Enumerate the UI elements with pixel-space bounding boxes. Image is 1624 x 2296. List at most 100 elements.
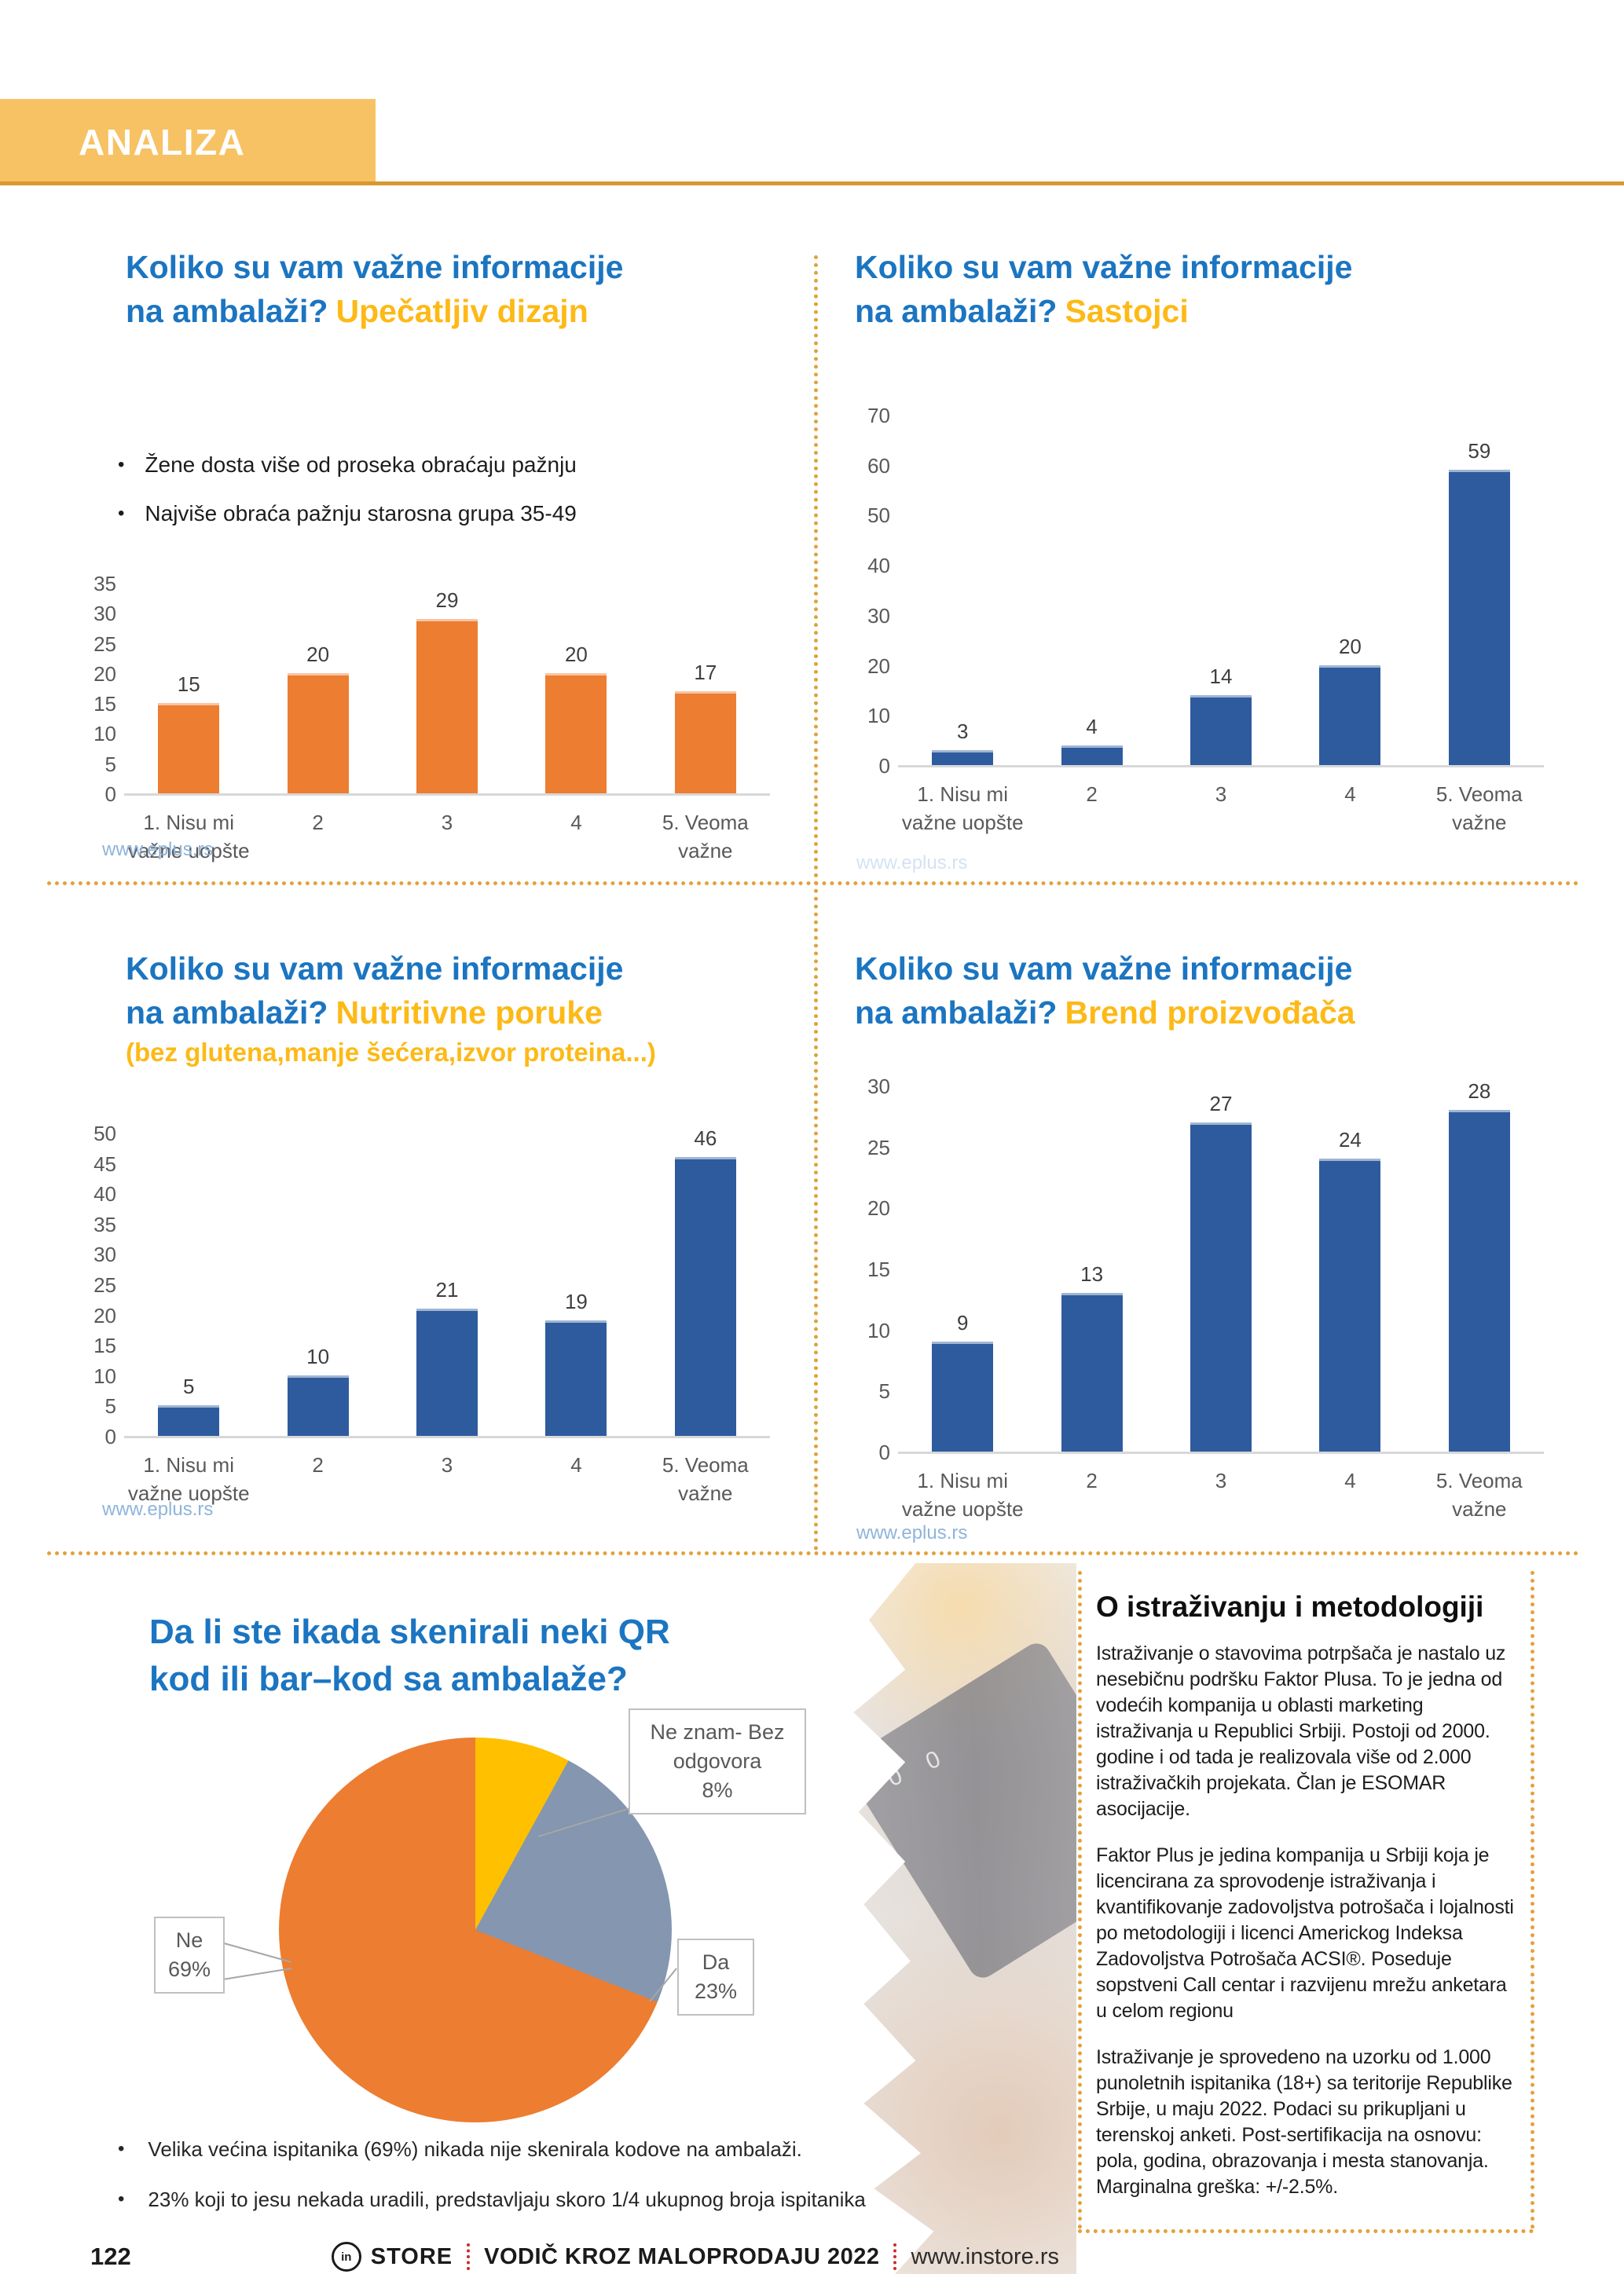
methodology-border-bottom (1078, 2229, 1534, 2233)
bar (158, 1405, 220, 1436)
x-category-label: 5. Veoma važne (662, 1453, 749, 1505)
bar-slot: 29 (383, 588, 511, 793)
x-category-label: 1. Nisu mi važne uopšte (127, 1453, 250, 1505)
bar-slot: 3 (898, 720, 1027, 765)
bar (1319, 665, 1381, 765)
value-label: 17 (694, 660, 717, 684)
value-label: 20 (306, 642, 330, 666)
x-category-label: 2 (312, 811, 324, 834)
x-category-label: 2 (1086, 782, 1098, 806)
chart3-title-accent: Nutritivne poruke (335, 994, 603, 1031)
y-tick-label: 5 (104, 752, 116, 776)
x-category-label: 1. Nisu mi važne uopšte (127, 811, 250, 862)
plot-area: 3 4 14 20 59 (898, 415, 1544, 767)
footer-separator (893, 2243, 897, 2270)
chart1-title-line2: na ambalaži? (126, 293, 328, 329)
y-tick-label: 25 (867, 1135, 890, 1159)
bar (932, 749, 994, 765)
value-label: 46 (694, 1126, 717, 1150)
x-category-label: 4 (570, 1453, 582, 1477)
y-tick-label: 35 (93, 572, 116, 595)
bar (158, 703, 220, 793)
y-tick-label: 30 (93, 602, 116, 626)
source-link[interactable]: www.eplus.rs (102, 839, 214, 860)
bar-slot: 59 (1415, 439, 1544, 765)
y-tick-label: 30 (93, 1243, 116, 1267)
y-tick-label: 45 (93, 1152, 116, 1176)
bar-slot: 10 (253, 1345, 382, 1436)
bar (932, 1342, 994, 1452)
y-axis: 30 25 20 15 10 5 0 (852, 1075, 898, 1464)
bar (1061, 745, 1123, 765)
value-label: 10 (306, 1344, 330, 1368)
value-label: 14 (1209, 664, 1233, 688)
instore-logo-icon: in (331, 2242, 361, 2272)
bar (545, 672, 607, 793)
y-tick-label: 25 (93, 632, 116, 656)
x-category-label: 3 (441, 1453, 453, 1477)
footer-website-link[interactable]: www.instore.rs (911, 2243, 1060, 2269)
y-tick-label: 30 (867, 603, 890, 628)
chart4-title-accent: Brend proizvođača (1065, 994, 1355, 1031)
bar (416, 1308, 478, 1436)
value-label: 27 (1209, 1091, 1233, 1115)
chart3-title: Koliko su vam važne informacije na ambal… (126, 947, 817, 1071)
y-tick-label: 70 (867, 404, 890, 427)
bar-slot: 13 (1027, 1262, 1156, 1452)
y-tick-label: 10 (867, 1318, 890, 1342)
x-category-label: 4 (570, 811, 582, 834)
plot-area: 9 13 27 24 28 (898, 1079, 1544, 1454)
chart1-title-accent: Upečatljiv dizajn (335, 293, 588, 329)
x-category-label: 1. Nisu mi važne uopšte (901, 1469, 1024, 1521)
methodology-paragraph: Faktor Plus je jedina kompanija u Srbiji… (1096, 1844, 1514, 2022)
x-category-label: 4 (1344, 782, 1356, 806)
source-link[interactable]: www.eplus.rs (856, 852, 968, 873)
y-tick-label: 15 (93, 1334, 116, 1358)
bar-slot: 5 (124, 1375, 253, 1436)
source-link[interactable]: www.eplus.rs (856, 1522, 968, 1543)
bar-slot: 20 (1285, 635, 1414, 765)
note-item: Žene dosta više od proseka obraćaju pažn… (118, 441, 762, 490)
x-category-label: 3 (1215, 1469, 1227, 1492)
header-rule (0, 181, 1624, 185)
x-category-label: 3 (441, 811, 453, 834)
y-axis: 50 45 40 35 30 25 20 15 10 5 0 (79, 1122, 124, 1448)
section-title: ANALIZA (79, 122, 246, 163)
page-number: 122 (90, 2243, 131, 2270)
y-tick-label: 15 (93, 692, 116, 716)
y-tick-label: 50 (93, 1122, 116, 1145)
bar-slot: 4 (1027, 715, 1156, 765)
chart2-title-line2: na ambalaži? (855, 293, 1058, 329)
bar-slot: 17 (641, 661, 770, 793)
chart3-title-line2: na ambalaži? (126, 994, 328, 1031)
phone-screen-icons: 0 0 (883, 1741, 955, 1792)
value-label: 28 (1468, 1079, 1491, 1104)
value-label: 59 (1468, 439, 1491, 463)
bar-slot: 9 (898, 1311, 1027, 1452)
value-label: 5 (182, 1375, 195, 1399)
bar-chart-upecatljiv-dizajn: 35 30 25 20 15 10 5 0 15 20 29 20 17 (79, 572, 770, 806)
footer-separator (467, 2243, 471, 2270)
chart3-title-line1: Koliko su vam važne informacije (126, 950, 624, 987)
pie-notes: Velika većina ispitanika (69%) nikada ni… (118, 2125, 1100, 2225)
x-category-label: 5. Veoma važne (1435, 782, 1523, 834)
bar (1448, 470, 1510, 765)
source-link[interactable]: www.eplus.rs (102, 1499, 214, 1520)
y-tick-label: 10 (93, 1364, 116, 1388)
y-tick-label: 60 (867, 453, 890, 478)
note-item: Najviše obraća pažnju starosna grupa 35-… (118, 490, 762, 539)
pie-callout-ne: Ne 69% (154, 1917, 225, 1994)
y-tick-label: 0 (878, 1441, 890, 1464)
x-category-label: 5. Veoma važne (662, 811, 749, 862)
bar-slot: 21 (383, 1278, 511, 1436)
value-label: 21 (435, 1277, 459, 1302)
page-footer: 122 in STORE VODIČ KROZ MALOPRODAJU 2022… (90, 2242, 1059, 2272)
y-tick-label: 0 (878, 754, 890, 778)
value-label: 9 (956, 1311, 969, 1335)
methodology-paragraph: Istraživanje o stavovima potrpšača je na… (1096, 1642, 1506, 1820)
x-axis: 1. Nisu mi važne uopšte 2 3 4 5. Veoma važne (898, 1456, 1544, 1523)
plot-area: 15 20 29 20 17 (124, 583, 770, 796)
pie-title: Da li ste ikada skenirali neki QR kod il… (149, 1609, 794, 1703)
y-tick-label: 20 (867, 654, 890, 678)
pie-title-line2: kod ili bar–kod sa ambalaže? (149, 1660, 628, 1698)
